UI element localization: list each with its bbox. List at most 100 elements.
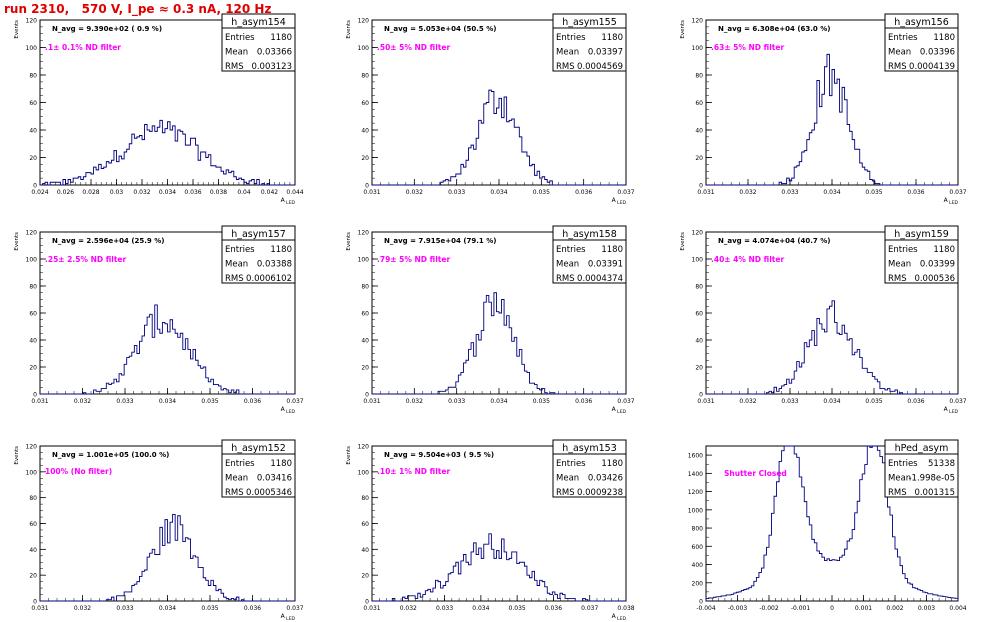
y-tick-label: 20 — [361, 573, 369, 580]
stats-value: 0.000536 — [914, 274, 955, 284]
y-tick-label: 0 — [33, 392, 37, 399]
stats-box — [221, 439, 296, 498]
y-tick-label: 40 — [29, 547, 37, 554]
x-tick-label: 0.033 — [116, 605, 133, 612]
stats-value: 0.03397 — [588, 48, 623, 58]
y-tick-label: 40 — [695, 338, 703, 345]
x-tick-label: 0.037 — [617, 398, 634, 405]
page-title: run 2310, 570 V, I_pe ≈ 0.3 nA, 120 Hz — [4, 2, 272, 16]
y-tick-label: 60 — [29, 311, 37, 318]
y-tick-label: 120 — [26, 444, 38, 451]
stats-value: 0.03399 — [920, 260, 955, 270]
stats-value: 0.03391 — [588, 260, 623, 270]
histogram-panel-h_asym159: 0 20 40 60 80 100 120 0.031 0.032 0.033 0.034 0.035… — [680, 225, 967, 415]
stats-title: hPed_asym — [895, 443, 949, 454]
stats-value: -1.998e-05 — [908, 474, 955, 484]
stats-label: Mean — [888, 474, 911, 484]
stats-value: 1180 — [601, 33, 623, 43]
x-tick-label: 0.032 — [406, 189, 423, 196]
filter-label: .10± 1% ND filter — [377, 467, 450, 476]
y-tick-label: 0 — [33, 183, 37, 190]
x-tick-label: -0.004 — [696, 605, 716, 612]
stats-title: h_asym159 — [894, 229, 949, 240]
histogram-line — [706, 300, 958, 395]
stats-value: 0.003123 — [251, 62, 292, 72]
x-tick-label: 0.031 — [31, 605, 48, 612]
stats-title: h_asym153 — [562, 443, 617, 454]
filter-label: .63± 5% ND filter — [711, 43, 784, 52]
y-tick-label: 40 — [29, 128, 37, 135]
y-tick-label: 100 — [358, 469, 370, 476]
y-tick-label: 100 — [358, 45, 370, 52]
x-tick-label: 0.036 — [575, 189, 592, 196]
x-tick-label: 0.034 — [490, 398, 507, 405]
y-axis-title: Events — [346, 20, 352, 39]
y-tick-label: 0 — [365, 599, 369, 606]
filter-label: .1± 0.1% ND filter — [45, 43, 121, 52]
x-tick-label: 0.031 — [697, 189, 714, 196]
y-tick-label: 80 — [29, 284, 37, 291]
stats-value: 0.0009238 — [577, 488, 623, 498]
x-tick-label: 0.036 — [575, 398, 592, 405]
x-tick-label: 0.034 — [823, 398, 840, 405]
stats-value: 0.0004139 — [909, 62, 955, 72]
y-tick-label: 0 — [699, 599, 703, 606]
x-tick-label: 0.032 — [739, 189, 756, 196]
x-tick-label: 0.032 — [406, 398, 423, 405]
histogram-panel-h_asym155: 0 20 40 60 80 100 120 0.031 0.032 0.033 0.034 0.035… — [346, 13, 635, 206]
x-tick-label: 0.036 — [907, 189, 924, 196]
stats-value: 51338 — [928, 459, 955, 469]
stats-label: Entries — [556, 459, 586, 469]
filter-label: .50± 5% ND filter — [377, 43, 450, 52]
x-tick-label: 0.034 — [823, 189, 840, 196]
stats-label: Entries — [888, 459, 918, 469]
y-tick-label: 0 — [33, 599, 37, 606]
x-tick-label: 0.036 — [244, 605, 261, 612]
stats-label: Mean — [556, 48, 579, 58]
x-tick-label: 0.031 — [697, 398, 714, 405]
stats-value: 0.0004569 — [577, 62, 623, 72]
x-tick-label: 0.036 — [184, 189, 201, 196]
y-tick-label: 1200 — [688, 489, 703, 496]
stats-box — [552, 439, 627, 498]
y-tick-label: 80 — [361, 495, 369, 502]
x-tick-label: 0.034 — [490, 189, 507, 196]
x-tick-label: 0.033 — [116, 398, 133, 405]
y-axis-title: Events — [346, 446, 352, 465]
stats-value: 0.03416 — [257, 474, 292, 484]
y-tick-label: 60 — [29, 100, 37, 107]
x-axis-title: A LED — [281, 406, 296, 415]
x-tick-label: 0.033 — [448, 398, 465, 405]
y-tick-label: 80 — [695, 73, 703, 80]
y-tick-label: 40 — [29, 338, 37, 345]
stats-value: 1180 — [601, 459, 623, 469]
n-avg-label: N_avg = 1.001e+05 (100.0 %) — [52, 451, 169, 459]
stats-label: RMS — [225, 62, 244, 72]
histogram-panel-h_asym152: 0 20 40 60 80 100 120 0.031 0.032 0.033 0.034 0.035… — [14, 439, 304, 622]
x-tick-label: 0.03 — [110, 189, 124, 196]
y-tick-label: 80 — [29, 73, 37, 80]
stats-title: h_asym155 — [562, 17, 617, 28]
stats-label: RMS — [556, 274, 575, 284]
histogram-line — [372, 533, 626, 602]
y-tick-label: 60 — [361, 521, 369, 528]
x-tick-label: 0.024 — [31, 189, 48, 196]
x-tick-label: 0.034 — [159, 605, 176, 612]
y-tick-label: 80 — [361, 284, 369, 291]
x-tick-label: 0.044 — [286, 189, 303, 196]
y-tick-label: 20 — [361, 365, 369, 372]
filter-label: 100% (No filter) — [45, 467, 112, 476]
stats-box — [884, 225, 959, 284]
y-tick-label: 60 — [361, 100, 369, 107]
stats-value: 1180 — [270, 459, 292, 469]
y-tick-label: 800 — [692, 526, 704, 533]
y-axis-title: Events — [346, 232, 352, 251]
x-tick-label: 0.042 — [261, 189, 278, 196]
stats-value: 0.03426 — [588, 474, 623, 484]
y-tick-label: 40 — [695, 128, 703, 135]
x-tick-label: 0.035 — [533, 398, 550, 405]
filter-label: .79± 5% ND filter — [377, 255, 450, 264]
x-tick-label: 0.038 — [210, 189, 227, 196]
x-tick-label: 0.033 — [436, 605, 453, 612]
